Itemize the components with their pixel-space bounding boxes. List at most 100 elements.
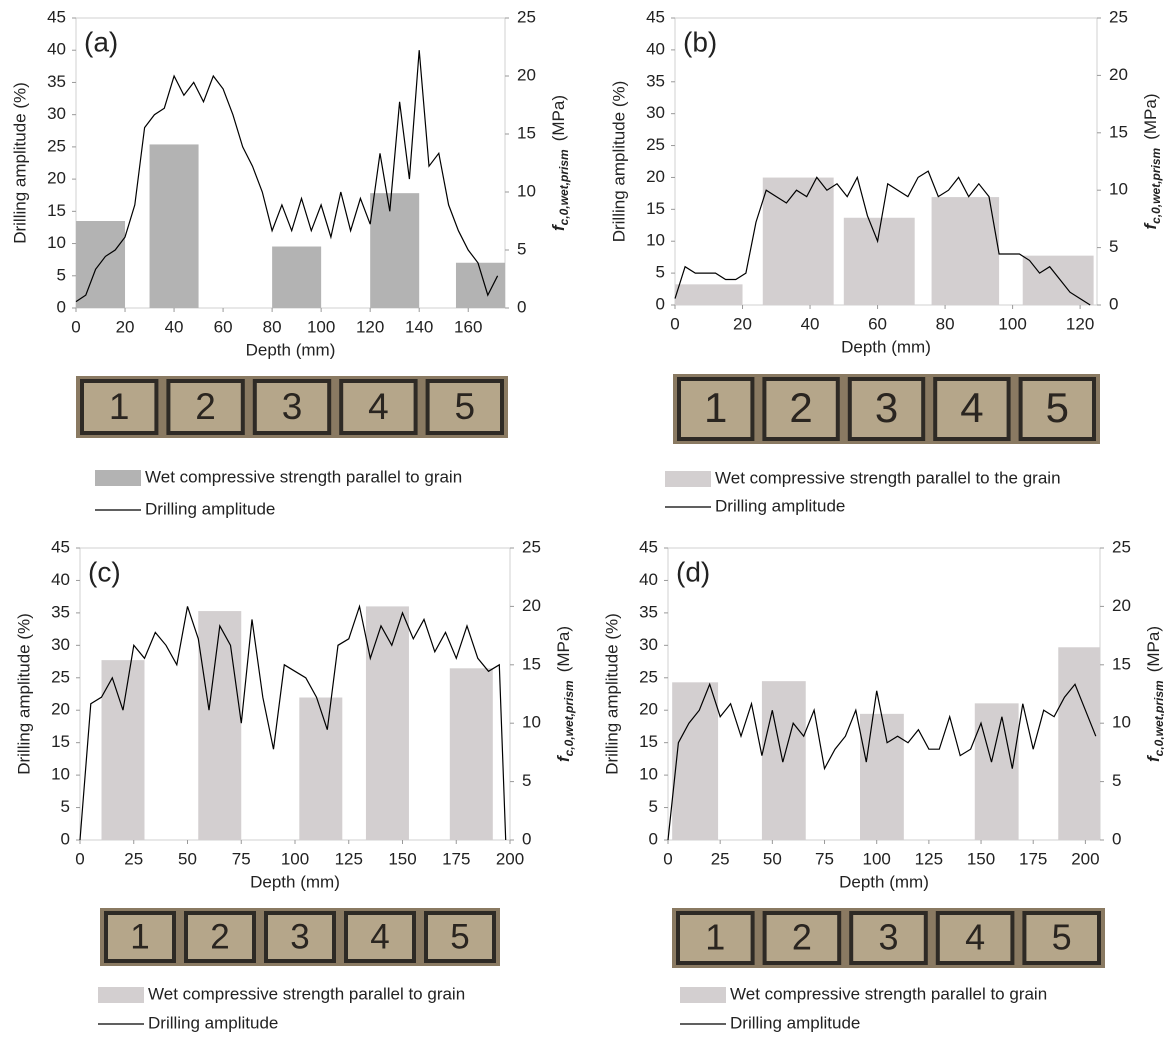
y2-tick-label: 25	[1112, 537, 1131, 556]
specimen-cell	[677, 377, 755, 441]
y-tick-label: 10	[51, 765, 70, 784]
y-tick-label: 20	[47, 169, 66, 188]
specimen-number: 3	[878, 917, 898, 958]
y2-tick-label: 25	[517, 7, 536, 26]
y-tick-label: 30	[51, 635, 70, 654]
y-tick-label: 25	[639, 667, 658, 686]
x-tick-label: 25	[124, 849, 143, 868]
specimen-cell	[935, 911, 1015, 965]
legend-swatch	[98, 987, 144, 1003]
y-tick-label: 45	[646, 7, 665, 26]
bar	[365, 606, 409, 840]
bar	[299, 697, 343, 840]
y2-tick-label: 5	[517, 239, 526, 258]
bar	[198, 611, 242, 840]
y2-tick-label: 10	[1109, 180, 1128, 199]
bar	[762, 177, 834, 305]
x-tick-label: 75	[815, 849, 834, 868]
specimen-number: 2	[210, 917, 229, 956]
legend-label: Wet compressive strength parallel to the…	[715, 468, 1061, 487]
specimen-cell	[264, 911, 336, 963]
specimen-cell	[1022, 911, 1102, 965]
specimen-number: 5	[1046, 384, 1069, 431]
y2-tick-label: 0	[1109, 294, 1118, 313]
y-tick-label: 5	[61, 797, 70, 816]
y2-tick-label: 15	[517, 123, 536, 142]
y-tick-label: 5	[57, 265, 66, 284]
y2-title-unit: (MPa)	[1141, 94, 1160, 140]
specimen-cell	[933, 377, 1011, 441]
y-tick-label: 35	[639, 602, 658, 621]
y2-tick-label: 20	[517, 65, 536, 84]
y2-tick-label: 5	[522, 771, 531, 790]
bar	[101, 660, 145, 840]
bar	[931, 197, 1000, 305]
specimen-number: 3	[282, 386, 303, 427]
specimen-cell	[166, 379, 245, 435]
amplitude-line	[674, 170, 1091, 306]
legend-label: Wet compressive strength parallel to gra…	[148, 984, 465, 1003]
y-tick-label: 30	[47, 104, 66, 123]
x-tick-label: 125	[335, 849, 363, 868]
y-tick-label: 0	[656, 294, 665, 313]
amplitude-line	[79, 604, 507, 841]
y-tick-label: 20	[646, 167, 665, 186]
y2-tick-label: 5	[1112, 771, 1121, 790]
x-tick-label: 20	[116, 317, 135, 336]
bar	[370, 193, 420, 308]
x-tick-label: 200	[1071, 849, 1099, 868]
x-tick-label: 80	[263, 317, 282, 336]
x-tick-label: 0	[71, 317, 80, 336]
specimen-number: 2	[792, 917, 812, 958]
y-tick-label: 25	[47, 136, 66, 155]
bar	[272, 246, 322, 308]
y2-tick-label: 20	[1112, 596, 1131, 615]
y2-tick-label: 20	[1109, 65, 1128, 84]
x-tick-label: 160	[454, 317, 482, 336]
specimen-number: 5	[450, 917, 469, 956]
specimen-number: 3	[290, 917, 309, 956]
y2-title-subscript: c,0,wet,prism	[1149, 147, 1163, 223]
x-tick-label: 100	[281, 849, 309, 868]
y-tick-label: 20	[639, 700, 658, 719]
bar	[149, 144, 199, 308]
panel-label: (d)	[676, 556, 710, 587]
x-tick-label: 50	[178, 849, 197, 868]
y-tick-label: 15	[639, 732, 658, 751]
y-axis-title: Drilling amplitude (%)	[602, 613, 621, 775]
specimen-cell	[676, 911, 755, 965]
y2-title-symbol: f	[1141, 221, 1160, 229]
y-tick-label: 40	[646, 39, 665, 58]
y-tick-label: 35	[47, 72, 66, 91]
y-tick-label: 35	[646, 71, 665, 90]
bar	[449, 668, 493, 840]
y2-title-subscript: c,0,wet,prism	[1152, 680, 1164, 756]
specimen-cell	[80, 379, 159, 435]
specimen-number: 1	[705, 917, 725, 958]
x-tick-label: 100	[863, 849, 891, 868]
y-tick-label: 10	[639, 765, 658, 784]
y-tick-label: 15	[47, 201, 66, 220]
specimen-cell	[762, 911, 842, 965]
y2-tick-label: 15	[1109, 122, 1128, 141]
amplitude-line	[75, 50, 499, 303]
y2-axis-title: fc,0,wet,prism (MPa)	[1141, 94, 1163, 230]
x-tick-label: 80	[936, 314, 955, 333]
y-tick-label: 20	[51, 700, 70, 719]
y2-axis-title: fc,0,wet,prism (MPa)	[549, 95, 571, 231]
y2-title-unit: (MPa)	[549, 95, 568, 141]
specimen-cell	[849, 911, 928, 965]
x-axis-title: Depth (mm)	[841, 337, 931, 356]
y2-title-unit: (MPa)	[1144, 626, 1163, 672]
legend-label: Drilling amplitude	[145, 499, 275, 518]
x-tick-label: 175	[1019, 849, 1047, 868]
x-tick-label: 50	[763, 849, 782, 868]
y2-title-symbol: f	[554, 754, 573, 762]
y-tick-label: 25	[646, 135, 665, 154]
specimen-cell	[252, 379, 332, 435]
y-tick-label: 0	[649, 829, 658, 848]
y-tick-label: 5	[656, 263, 665, 282]
